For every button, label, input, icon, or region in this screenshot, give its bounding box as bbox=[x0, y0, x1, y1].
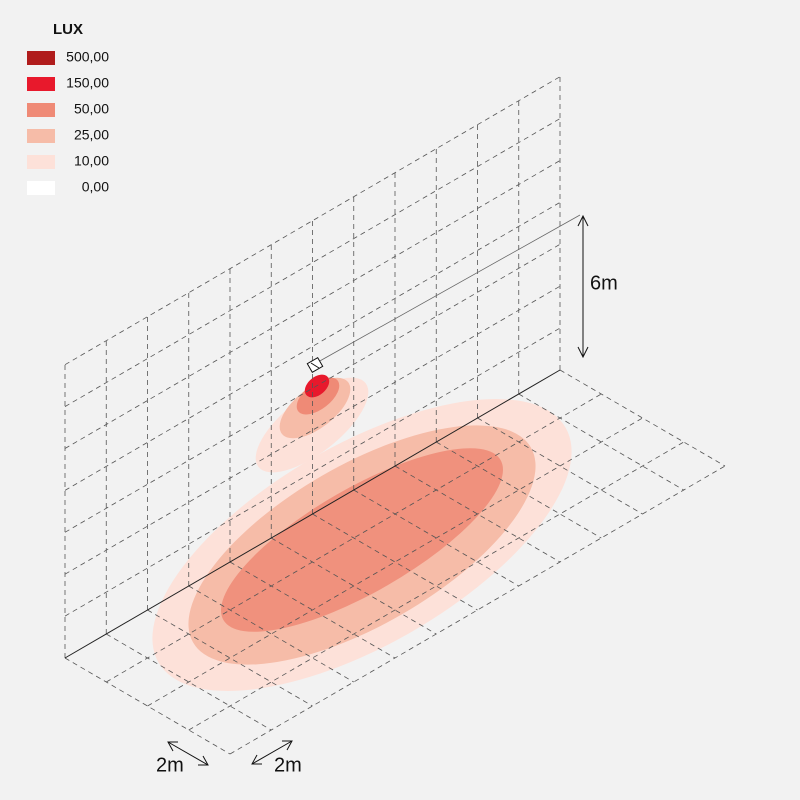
legend-label: 25,00 bbox=[74, 127, 109, 143]
isolux-contour bbox=[296, 377, 340, 415]
wall-base bbox=[64, 369, 561, 659]
height-dimension bbox=[577, 214, 589, 359]
grid-line bbox=[64, 202, 561, 491]
height-label: 6m bbox=[590, 272, 618, 294]
legend-label: 150,00 bbox=[66, 75, 109, 91]
grid-line bbox=[147, 609, 313, 707]
grid bbox=[64, 76, 726, 755]
grid-line bbox=[229, 465, 726, 755]
grid-line bbox=[271, 537, 437, 635]
arrow-head bbox=[251, 754, 262, 765]
isolux-contour bbox=[221, 448, 503, 632]
mount-line bbox=[317, 214, 581, 363]
grid-line bbox=[188, 441, 684, 731]
arrow-head bbox=[167, 741, 178, 752]
legend-swatch bbox=[27, 51, 55, 65]
legend-swatch bbox=[27, 129, 55, 143]
legend-title: LUX bbox=[53, 21, 83, 38]
luminaire bbox=[306, 356, 324, 374]
grid-line bbox=[64, 243, 561, 533]
dimension-line bbox=[167, 741, 209, 766]
legend-swatch bbox=[27, 77, 55, 91]
grid-line bbox=[353, 489, 519, 587]
grid-line bbox=[64, 118, 561, 407]
arrow-head bbox=[282, 740, 293, 751]
legend-label: 10,00 bbox=[74, 153, 109, 169]
grid-line bbox=[477, 417, 643, 515]
grid-line bbox=[106, 633, 272, 731]
grid-dimensions bbox=[167, 740, 293, 766]
grid-line bbox=[64, 285, 561, 575]
depth-label: 2m bbox=[274, 754, 302, 776]
grid-line bbox=[436, 441, 602, 539]
legend-swatch bbox=[27, 181, 55, 195]
width-label: 2m bbox=[156, 754, 184, 776]
grid-line bbox=[64, 327, 561, 617]
legend-swatch bbox=[27, 103, 55, 117]
legend-swatch bbox=[27, 155, 55, 169]
grid-line bbox=[312, 513, 478, 611]
arrow-head bbox=[577, 346, 589, 359]
legend-label: 50,00 bbox=[74, 101, 109, 117]
grid-line bbox=[559, 369, 726, 467]
grid-line bbox=[147, 417, 643, 707]
grid-line bbox=[188, 585, 354, 683]
grid-line bbox=[394, 465, 561, 563]
legend: 500,00 150,00 50,00 25,00 10,00 0,00 bbox=[27, 49, 109, 195]
dimension-line bbox=[251, 740, 293, 765]
luminaire-detail bbox=[310, 362, 320, 369]
legend-label: 500,00 bbox=[66, 49, 109, 65]
grid-line bbox=[64, 657, 231, 755]
grid-line bbox=[229, 561, 396, 659]
arrow-head bbox=[198, 755, 209, 766]
grid-line bbox=[106, 393, 602, 683]
grid-line bbox=[64, 76, 561, 366]
legend-label: 0,00 bbox=[82, 179, 109, 195]
grid-line bbox=[518, 393, 684, 491]
arrow-head bbox=[577, 214, 589, 227]
grid-line bbox=[64, 160, 561, 449]
